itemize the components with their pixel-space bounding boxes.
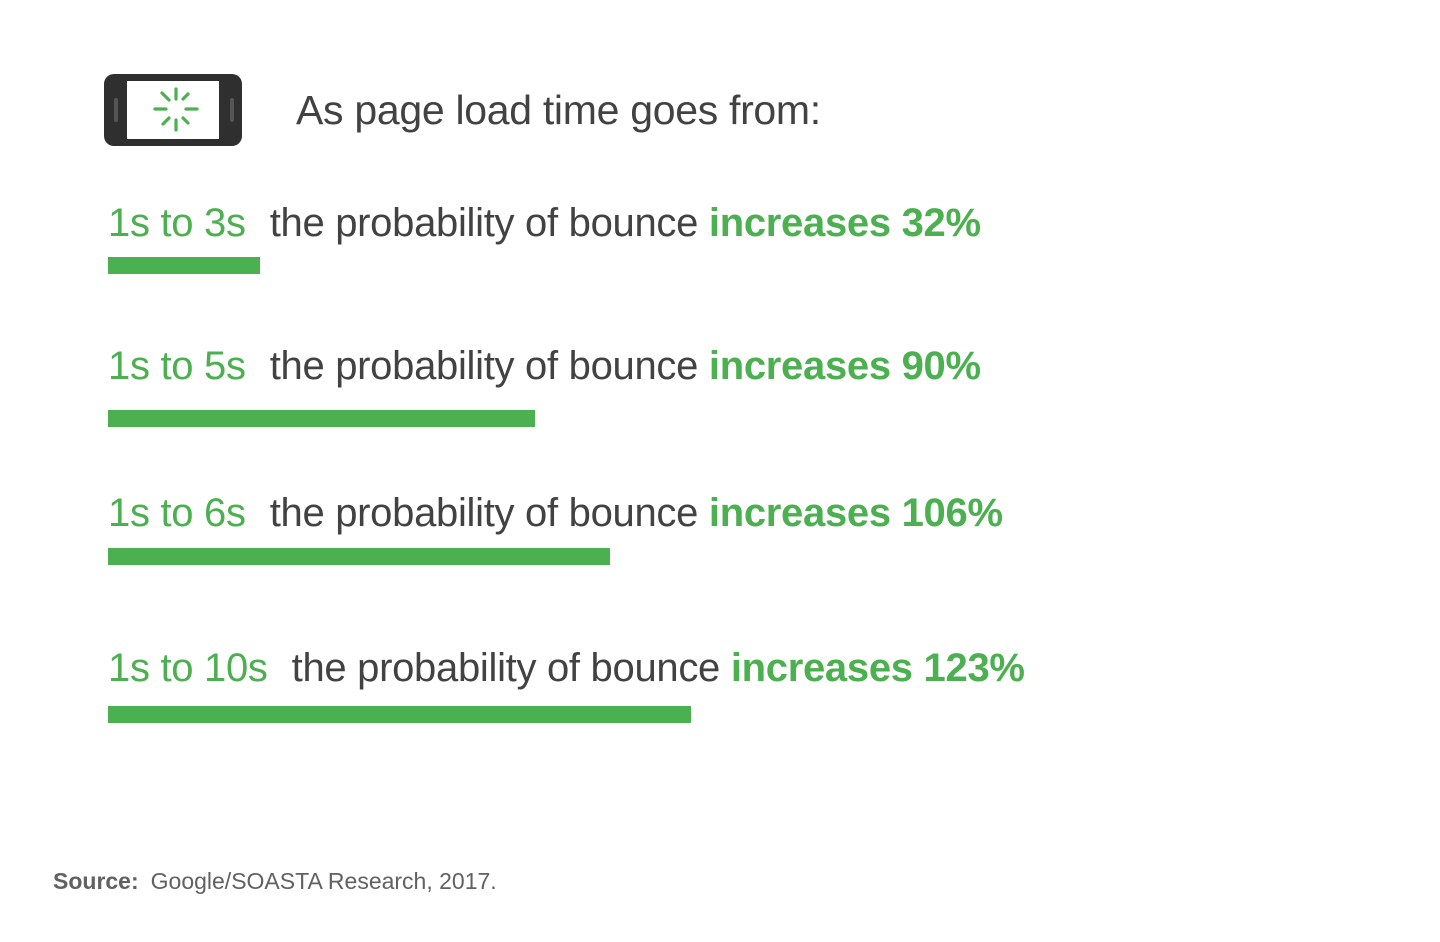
row-middle-text: the probability of bounce	[269, 344, 699, 388]
row-range-label: 1s to 6s	[108, 491, 246, 535]
source-text: Google/SOASTA Research, 2017.	[150, 868, 497, 894]
row-range-label: 1s to 3s	[108, 201, 246, 245]
row-range-label: 1s to 5s	[108, 344, 246, 388]
row-text: 1s to 5s the probability of bounce increa…	[108, 341, 981, 391]
row-range-label: 1s to 10s	[108, 646, 268, 690]
row-middle-text: the probability of bounce	[291, 646, 721, 690]
bar-1s-to-6s	[108, 548, 610, 565]
row-verb: increases	[708, 491, 891, 535]
bar-1s-to-3s	[108, 257, 260, 274]
row-value-label: 90%	[901, 344, 981, 388]
row-middle-text: the probability of bounce	[269, 201, 699, 245]
row-text: 1s to 10s the probability of bounce incre…	[108, 643, 1025, 693]
phone-loading-icon	[104, 74, 242, 146]
row-verb: increases	[708, 201, 891, 245]
bar-1s-to-5s	[108, 410, 535, 427]
row-value-label: 106%	[901, 491, 1003, 535]
row-value-label: 123%	[923, 646, 1025, 690]
row-middle-text: the probability of bounce	[269, 491, 699, 535]
chart-intro-text: As page load time goes from:	[296, 87, 821, 133]
row-value-label: 32%	[901, 201, 981, 245]
row-text: 1s to 6s the probability of bounce increa…	[108, 488, 1003, 538]
row-verb: increases	[730, 646, 913, 690]
bar-1s-to-10s	[108, 706, 691, 723]
spinner-icon	[153, 87, 199, 132]
source-note: Source: Google/SOASTA Research, 2017.	[53, 866, 497, 896]
source-label: Source:	[53, 868, 139, 894]
row-text: 1s to 3s the probability of bounce increa…	[108, 198, 981, 248]
row-verb: increases	[708, 344, 891, 388]
